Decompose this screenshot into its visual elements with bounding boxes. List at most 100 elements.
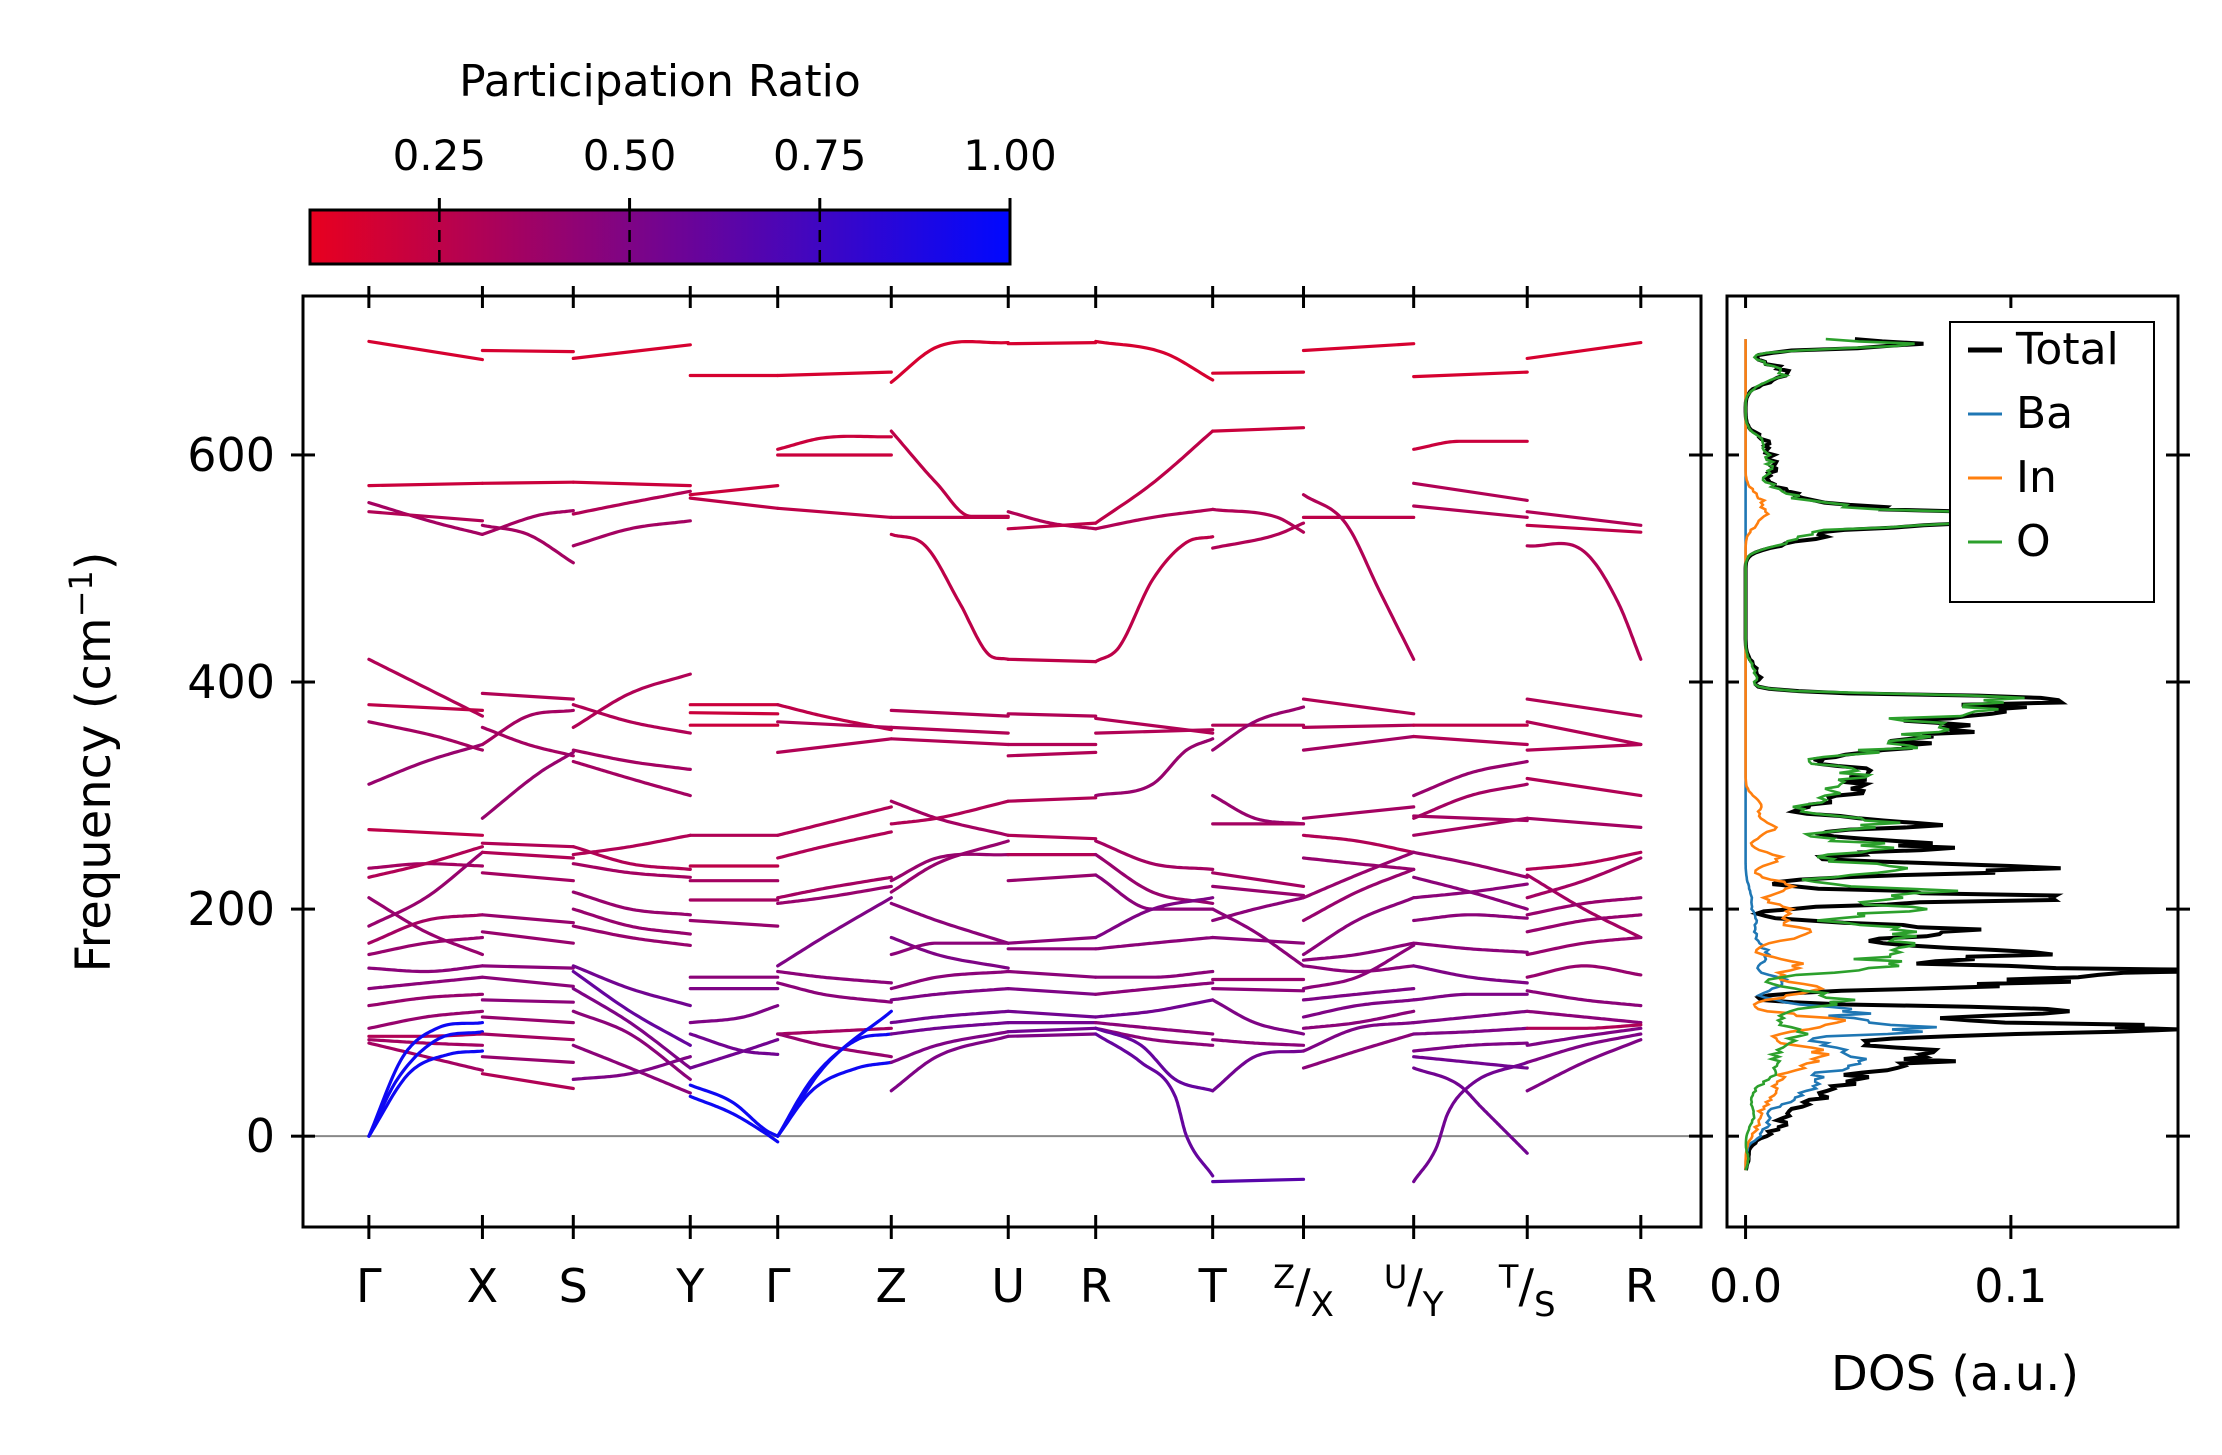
band-132 — [688, 918, 780, 928]
band-243 — [1525, 1038, 1643, 1093]
band-158 — [889, 941, 1010, 957]
band-114 — [480, 1055, 575, 1064]
x-tick-label: T/S — [1498, 1258, 1556, 1325]
band-19 — [1094, 429, 1215, 525]
band-168 — [1006, 873, 1098, 883]
band-226 — [1412, 1041, 1529, 1053]
dos-series-in — [1744, 339, 1847, 1171]
band-52 — [480, 725, 575, 758]
x-tick-label: U — [991, 1259, 1025, 1313]
band-203 — [1301, 856, 1416, 871]
band-166 — [1006, 833, 1098, 841]
band-22 — [367, 501, 484, 536]
band-92 — [367, 913, 484, 945]
band-232 — [1525, 873, 1643, 940]
band-207 — [1301, 941, 1416, 962]
band-178 — [1094, 853, 1215, 905]
band-75 — [1211, 794, 1306, 826]
band-122 — [571, 964, 692, 1008]
band-230 — [1525, 816, 1643, 829]
x-tick-label: Γ — [765, 1259, 791, 1313]
band-14 — [480, 480, 575, 485]
band-83 — [1525, 697, 1643, 718]
band-182 — [1094, 969, 1215, 979]
band-12 — [367, 481, 484, 488]
band-66 — [889, 737, 1010, 747]
band-150 — [776, 1060, 893, 1138]
band-241 — [1525, 1026, 1643, 1047]
band-64 — [889, 708, 1010, 718]
band-202 — [1301, 833, 1416, 854]
band-228 — [1412, 1066, 1529, 1155]
band-211 — [1301, 998, 1416, 1019]
band-5 — [889, 340, 1010, 384]
band-48 — [367, 742, 484, 786]
band-127 — [571, 1055, 692, 1081]
band-148 — [776, 1032, 893, 1059]
x-tick-label-slash: / — [1518, 1259, 1534, 1313]
band-38 — [1211, 521, 1306, 550]
band-101 — [367, 1049, 484, 1138]
band-34 — [1006, 657, 1098, 664]
dos-axes: 0.0 0.1 DOS (a.u.) Total Ba In O — [1709, 294, 2190, 1402]
y-tick-label: 200 — [187, 882, 275, 936]
band-47 — [367, 703, 484, 712]
band-59 — [688, 711, 780, 716]
band-8 — [1211, 370, 1306, 375]
band-181 — [1094, 935, 1215, 951]
band-140 — [776, 805, 893, 837]
band-194 — [1211, 935, 1306, 945]
x-tick-label: Z — [876, 1259, 908, 1313]
band-100 — [367, 1041, 484, 1072]
band-31 — [1006, 510, 1098, 531]
dos-x-ticks: 0.0 0.1 — [1709, 296, 2047, 1313]
dos-x-axis-title: DOS (a.u.) — [1831, 1346, 2079, 1402]
band-119 — [571, 890, 692, 917]
y-ticks: 0 200 400 600 — [187, 428, 1713, 1163]
colorbar-title: Participation Ratio — [459, 56, 861, 107]
band-193 — [1211, 896, 1306, 923]
band-183 — [1094, 981, 1215, 996]
band-40 — [1301, 493, 1416, 661]
band-96 — [367, 992, 484, 1008]
band-65 — [889, 725, 1010, 735]
band-26 — [571, 489, 692, 516]
band-6 — [1006, 341, 1098, 346]
colorbar-tick-label: 0.25 — [393, 131, 487, 180]
colorbar: Participation Ratio 0.25 0.50 0.75 1.00 — [308, 56, 1057, 266]
band-239 — [1525, 1009, 1643, 1025]
band-36 — [1094, 507, 1215, 531]
band-154 — [889, 852, 1010, 883]
band-142 — [776, 875, 893, 900]
legend-label: In — [2016, 452, 2057, 503]
band-180 — [1094, 896, 1215, 940]
band-172 — [1006, 987, 1098, 996]
band-146 — [776, 981, 893, 1004]
x-tick-label: Y — [675, 1259, 705, 1313]
band-210 — [1301, 987, 1416, 1002]
y-axis-title-close: ) — [66, 551, 122, 570]
band-216 — [1412, 816, 1529, 837]
band-78 — [1301, 734, 1416, 752]
band-107 — [480, 913, 575, 925]
dos-x-tick-label: 0.0 — [1709, 1259, 1782, 1313]
band-220 — [1412, 913, 1529, 923]
x-tick-label-top: Z — [1273, 1258, 1295, 1296]
band-143 — [776, 884, 893, 905]
band-77 — [1301, 723, 1416, 729]
band-141 — [776, 830, 893, 860]
band-115 — [480, 1072, 575, 1091]
band-102 — [367, 1030, 484, 1138]
band-177 — [1094, 839, 1215, 871]
x-tick-label-top: T — [1498, 1258, 1519, 1296]
band-121 — [571, 924, 692, 947]
x-tick-label-top: U — [1384, 1258, 1407, 1296]
band-18 — [889, 429, 1010, 518]
band-191 — [1211, 884, 1306, 898]
phonon-bands — [367, 339, 1643, 1184]
band-41 — [1412, 481, 1529, 502]
x-tick-label-bottom: S — [1534, 1285, 1556, 1325]
band-69 — [1006, 750, 1098, 758]
band-212 — [1301, 1009, 1416, 1030]
x-tick-label-slash: / — [1295, 1259, 1311, 1313]
